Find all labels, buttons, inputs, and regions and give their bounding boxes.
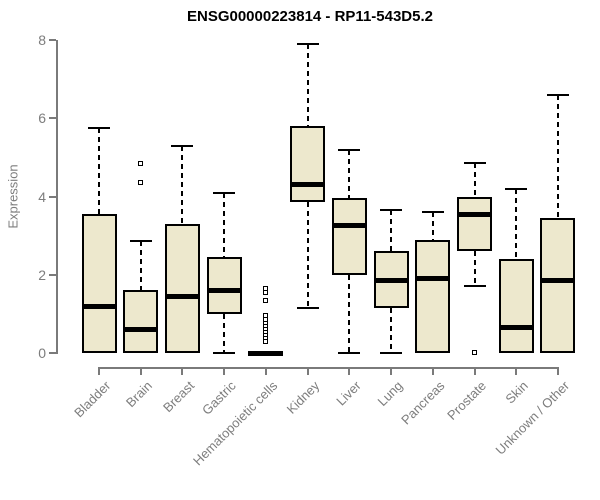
median-line [373,278,409,284]
y-tick-label: 4 [38,188,46,205]
median-line [540,278,576,284]
iqr-box [457,196,493,252]
median-line [248,350,284,356]
upper-whisker-cap [171,144,194,147]
lower-whisker [473,251,476,287]
x-category-label: Breast [159,378,198,416]
upper-whisker-cap [88,127,110,130]
iqr-box [206,257,242,314]
median-line [457,211,493,217]
upper-whisker [181,145,184,224]
median-line [81,303,117,309]
upper-whisker [348,149,351,199]
x-category-label: Gastric [199,378,239,418]
outlier-point [263,289,269,295]
lower-whisker [390,308,393,353]
x-axis-tick [390,367,393,375]
x-category-label: Liver [333,378,364,409]
lower-whisker [348,274,351,353]
upper-whisker [556,94,559,218]
y-axis-tick [49,39,56,41]
y-axis-line [56,40,58,354]
upper-whisker-cap [421,211,444,214]
lower-whisker-cap [338,352,361,354]
median-line [498,325,534,331]
outlier-point [138,180,144,186]
y-tick-label: 6 [38,110,46,127]
lower-whisker-cap [380,352,403,354]
y-axis-tick [49,195,56,198]
outlier-point [263,338,269,344]
upper-whisker-cap [380,209,403,212]
chart-title: ENSG00000223814 - RP11-543D5.2 [186,8,433,25]
median-line [331,223,367,229]
x-axis-tick [181,367,184,375]
x-category-label: Kidney [283,378,323,417]
median-line [123,327,159,333]
upper-whisker [431,212,434,240]
x-category-label: Pancreas [397,378,448,428]
iqr-box [331,198,367,275]
x-category-label: Bladder [71,378,114,421]
upper-whisker [139,241,142,291]
outlier-point [138,160,144,166]
x-axis-tick [348,367,351,375]
iqr-box [415,239,451,353]
x-axis-tick [264,367,267,375]
x-category-label: Unknown / Other [493,378,573,458]
iqr-box [123,290,159,353]
x-axis-tick [139,367,142,375]
iqr-box [81,214,117,353]
outlier-point [472,349,478,355]
lower-whisker [223,313,226,353]
x-category-label: Brain [123,378,156,411]
lower-whisker [306,202,309,308]
y-axis-tick [49,352,56,354]
x-category-label: Prostate [444,378,490,423]
median-line [164,293,200,299]
iqr-box [540,218,576,353]
upper-whisker-cap [296,42,319,45]
upper-whisker [223,192,226,258]
upper-whisker-cap [213,191,236,194]
upper-whisker-cap [546,93,569,96]
upper-whisker [306,43,309,127]
x-axis-tick [98,367,100,375]
lower-whisker-cap [463,285,486,288]
lower-whisker-cap [296,307,319,309]
x-axis-tick [556,367,559,375]
y-axis-tick [49,117,56,120]
y-tick-label: 0 [38,345,46,361]
iqr-box [290,126,326,203]
y-tick-label: 2 [38,266,46,283]
upper-whisker [98,128,100,215]
median-line [290,182,326,188]
iqr-box [164,223,200,353]
upper-whisker-cap [505,187,528,190]
y-axis-tick [49,273,56,276]
upper-whisker [515,188,518,260]
median-line [415,276,451,282]
x-axis-tick [223,367,226,375]
x-axis-line [99,367,559,369]
upper-whisker [390,210,393,252]
upper-whisker [473,163,476,197]
upper-whisker-cap [338,148,361,151]
upper-whisker-cap [463,162,486,165]
x-category-label: Skin [502,378,531,407]
outlier-point [263,297,269,303]
upper-whisker-cap [129,240,152,243]
x-axis-tick [515,367,518,375]
median-line [206,287,242,293]
y-tick-label: 8 [38,32,46,48]
x-axis-tick [431,367,434,375]
x-axis-tick [473,367,476,375]
lower-whisker-cap [213,352,236,354]
iqr-box [498,259,534,353]
x-category-label: Lung [374,378,406,410]
x-axis-tick [306,367,309,375]
